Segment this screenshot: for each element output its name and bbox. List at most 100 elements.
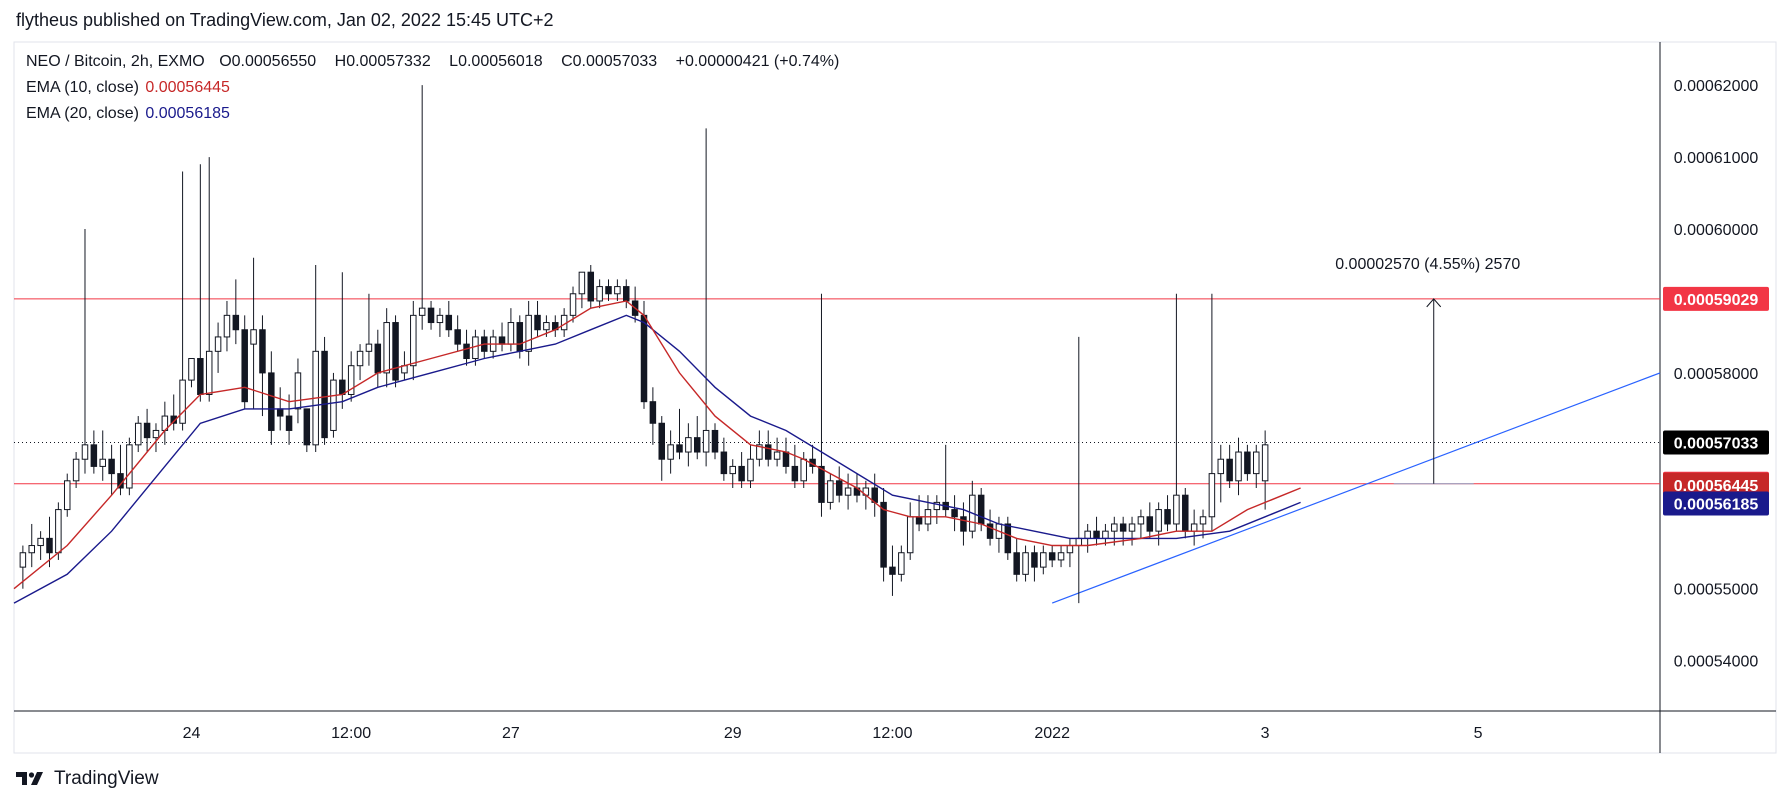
candle-body: [960, 516, 967, 532]
candle: [179, 171, 186, 431]
candle: [214, 322, 222, 373]
price-axis-label-bg: [1663, 286, 1769, 311]
candle: [1190, 509, 1198, 546]
candle: [933, 495, 941, 524]
candle-body: [99, 458, 106, 467]
candle: [28, 523, 35, 568]
candle-body: [791, 465, 799, 482]
candle: [756, 430, 763, 467]
candle-body: [285, 415, 293, 431]
candle-body: [889, 566, 896, 575]
price-tick-label: 0.00055000: [1674, 582, 1759, 599]
candle: [1146, 502, 1154, 539]
candle: [809, 444, 816, 474]
candle-body: [578, 271, 586, 295]
candle: [880, 488, 887, 582]
candle-body: [747, 458, 754, 482]
candle: [693, 416, 701, 460]
candle: [410, 300, 417, 381]
candle: [1111, 516, 1118, 546]
candle-body: [640, 314, 648, 403]
candle-body: [1119, 523, 1127, 532]
candle-body: [880, 501, 887, 568]
candle: [649, 387, 657, 445]
horizontal-lines: [14, 298, 1660, 485]
candle: [578, 271, 586, 309]
candle: [285, 394, 293, 445]
candle-body: [835, 480, 843, 496]
candle: [1128, 516, 1136, 546]
time-tick-label: 27: [502, 725, 520, 742]
candle-body: [1235, 451, 1242, 482]
candle-body: [507, 322, 515, 345]
candle: [1226, 444, 1233, 488]
tradingview-brand: TradingView: [54, 768, 159, 789]
trendline-group: [1051, 372, 1661, 604]
candle-body: [205, 350, 213, 395]
candle: [268, 351, 275, 445]
candle: [126, 437, 133, 496]
price-axis-label-text: 0.00057033: [1674, 435, 1759, 452]
candle-body: [294, 372, 302, 410]
candle: [436, 308, 444, 337]
candle-body: [365, 343, 373, 352]
candle: [569, 286, 577, 323]
price-axis-labels: 0.000590290.000570330.000564590.00056445…: [1663, 286, 1769, 516]
candle-body: [268, 372, 275, 431]
price-tick-label: 0.00060000: [1674, 222, 1759, 239]
ema10-legend[interactable]: EMA (10, close) 0.00056445: [26, 79, 230, 97]
candle-body: [702, 429, 710, 453]
candle: [463, 329, 470, 366]
ema20-line-group: [13, 314, 1301, 604]
candle-body: [623, 286, 630, 302]
candle: [711, 423, 719, 460]
candle: [534, 300, 541, 337]
candle-body: [55, 509, 62, 554]
candle-body: [1102, 530, 1109, 539]
candle-body: [303, 408, 311, 446]
symbol-legend[interactable]: NEO / Bitcoin, 2h, EXMO O0.00056550 H0.0…: [26, 53, 839, 71]
candle: [702, 128, 710, 467]
candle-body: [782, 451, 790, 467]
candle-body: [986, 523, 994, 539]
price-axis-label: 0.00056185: [1663, 491, 1769, 516]
candle-body: [818, 465, 825, 503]
price-axis-label: 0.00059029: [1663, 286, 1769, 311]
candle-body: [250, 329, 257, 345]
time-tick-label: 12:00: [872, 725, 912, 742]
candle-body: [977, 494, 985, 525]
candle: [99, 430, 106, 481]
candle: [782, 437, 790, 474]
candle-body: [1146, 516, 1154, 532]
candle: [871, 473, 878, 517]
candle: [365, 293, 373, 366]
candle: [791, 444, 799, 488]
tradingview-logo[interactable]: TradingView: [16, 768, 159, 790]
ema20-legend[interactable]: EMA (20, close) 0.00056185: [26, 105, 230, 123]
price-axis-label-bg: [1663, 430, 1769, 455]
candle: [1253, 444, 1260, 488]
low-label: L: [449, 53, 459, 70]
candle: [1164, 495, 1171, 532]
candle: [1048, 545, 1056, 568]
candle-body: [143, 422, 151, 439]
candle-body: [1137, 516, 1145, 525]
ema10-value: 0.00056445: [145, 79, 230, 96]
candle-body: [729, 465, 736, 475]
candle: [747, 444, 754, 488]
candle-body: [1226, 458, 1233, 482]
candle-body: [392, 322, 399, 381]
candle: [330, 372, 337, 438]
candle: [525, 300, 532, 366]
time-tick-label: 24: [183, 725, 201, 742]
candle-body: [844, 487, 852, 496]
candle: [1031, 545, 1038, 582]
candle-body: [676, 444, 683, 453]
candle-body: [516, 322, 524, 352]
candle-body: [534, 314, 541, 331]
candle-body: [46, 537, 53, 554]
open-label: O: [219, 53, 232, 70]
candle: [1040, 545, 1047, 575]
candle-body: [1208, 473, 1216, 518]
